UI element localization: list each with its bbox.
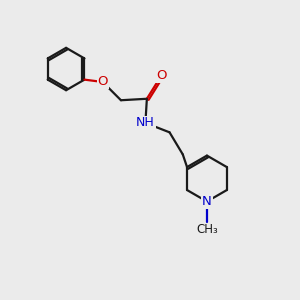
Text: NH: NH (136, 116, 155, 129)
Text: O: O (98, 76, 108, 88)
Text: N: N (202, 195, 212, 208)
Text: O: O (156, 69, 167, 82)
Text: CH₃: CH₃ (196, 223, 218, 236)
